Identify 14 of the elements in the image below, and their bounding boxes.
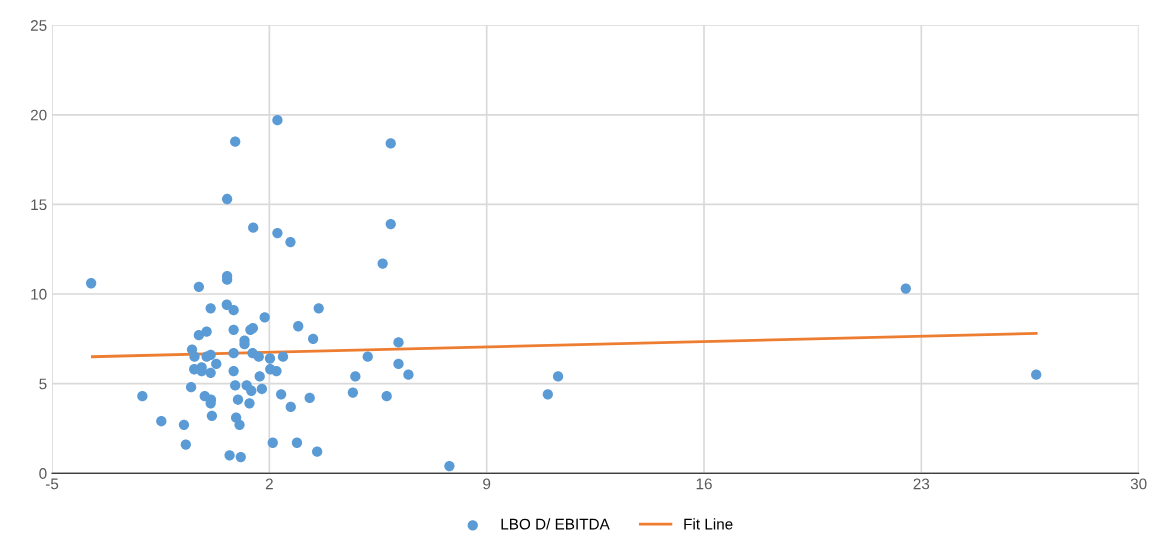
x-tick-label: -5	[45, 478, 59, 490]
y-tick-label: 10	[31, 288, 47, 300]
y-tick-label: 0	[39, 468, 47, 479]
x-tick-label: 9	[483, 478, 491, 490]
y-tick-label: 5	[39, 378, 47, 390]
y-tick-label: 15	[31, 199, 47, 211]
x-tick-label: 30	[1130, 478, 1147, 490]
x-tick-label: 16	[696, 478, 712, 490]
y-tick-label: 25	[30, 20, 47, 31]
x-tick-label: 2	[265, 478, 273, 490]
x-tick-label: 23	[913, 478, 930, 490]
y-tick-label: 20	[30, 109, 47, 121]
legend-label: Fit Line	[684, 518, 733, 530]
legend-label: LBO D/ EBITDA	[501, 518, 610, 530]
